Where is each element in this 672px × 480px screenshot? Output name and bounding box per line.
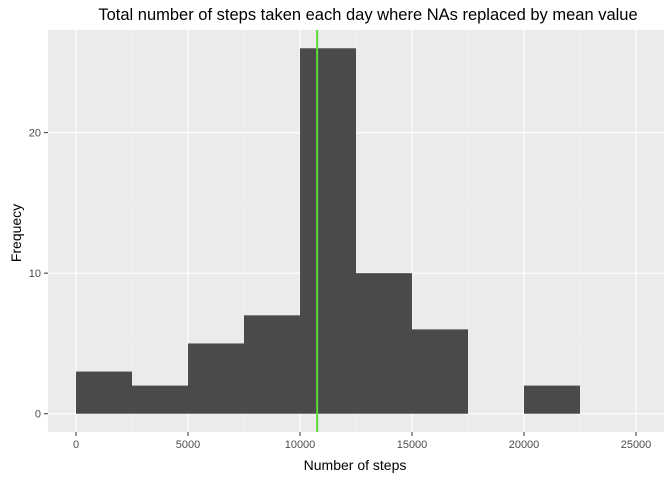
x-tick-label: 0	[73, 439, 79, 451]
histogram-bar	[76, 371, 132, 414]
chart-title: Total number of steps taken each day whe…	[98, 6, 637, 24]
y-axis-title: Frequecy	[8, 204, 24, 262]
histogram-bar	[244, 315, 300, 414]
histogram-bar	[524, 385, 580, 414]
histogram-bar	[132, 385, 188, 414]
y-axis: 0 10 20	[29, 128, 48, 421]
histogram-bars	[76, 48, 580, 414]
histogram-bar	[300, 48, 356, 414]
x-tick-label: 5000	[176, 439, 200, 451]
x-tick-label: 25000	[621, 439, 652, 451]
histogram-bar	[412, 329, 468, 414]
histogram-bar	[188, 343, 244, 414]
x-tick-label: 10000	[285, 439, 316, 451]
y-tick-label: 0	[35, 409, 41, 421]
x-axis-title: Number of steps	[304, 457, 407, 473]
x-tick-label: 15000	[397, 439, 428, 451]
histogram-bar	[356, 273, 412, 414]
y-tick-label: 10	[29, 268, 41, 280]
x-axis: 0 5000 10000 15000 20000 25000	[73, 432, 651, 451]
x-tick-label: 20000	[509, 439, 540, 451]
y-tick-label: 20	[29, 128, 41, 140]
